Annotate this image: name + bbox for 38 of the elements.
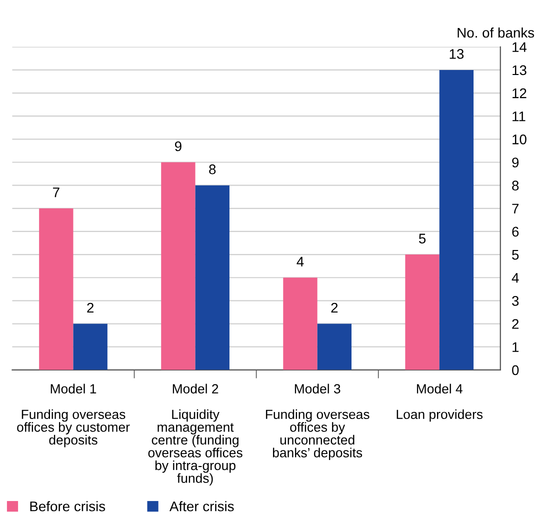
data-label: 9 xyxy=(175,141,182,152)
data-label: 13 xyxy=(450,49,464,59)
y-tick-label: 8 xyxy=(512,180,519,190)
data-label: 2 xyxy=(331,302,338,313)
bar xyxy=(73,324,108,370)
bar xyxy=(39,208,74,370)
y-tick-label: 2 xyxy=(512,319,519,329)
bar xyxy=(317,324,352,370)
bar xyxy=(439,70,474,370)
y-tick-label: 4 xyxy=(512,273,519,283)
data-label: 2 xyxy=(87,302,94,313)
y-tick-label: 1 xyxy=(512,342,519,352)
category-label: Model 4 Loan providers xyxy=(396,384,483,422)
y-tick-label: 6 xyxy=(512,226,519,237)
bar xyxy=(405,254,440,370)
category-label: Model 2 Liquidity management centre (funding overseas offices by intra-group funds) xyxy=(148,384,242,486)
y-tick-label: 13 xyxy=(512,65,526,76)
data-label: 4 xyxy=(296,256,304,266)
legend-label: After crisis xyxy=(169,501,234,512)
y-tick-label: 11 xyxy=(512,112,526,122)
y-tick-label: 0 xyxy=(512,365,519,376)
y-tick-label: 5 xyxy=(512,250,519,260)
y-tick-label: 7 xyxy=(512,204,519,214)
data-label: 7 xyxy=(53,188,60,198)
data-label: 5 xyxy=(418,234,426,244)
data-label: 8 xyxy=(209,164,216,174)
bar xyxy=(161,162,196,370)
bar xyxy=(283,278,318,370)
y-axis-title: No. of banks xyxy=(458,27,534,38)
y-tick-label: 10 xyxy=(512,134,526,144)
legend-label: Before crisis xyxy=(30,501,106,512)
bar xyxy=(195,185,230,370)
y-tick-label: 12 xyxy=(512,88,526,98)
y-tick-label: 3 xyxy=(512,296,519,306)
category-label: Model 1 Funding overseas offices by customer deposits xyxy=(17,384,130,448)
y-tick-label: 9 xyxy=(512,158,519,168)
y-tick-label: 14 xyxy=(512,42,527,52)
category-label: Model 3 Funding overseas offices by unconnected banks’ deposits xyxy=(266,384,370,460)
